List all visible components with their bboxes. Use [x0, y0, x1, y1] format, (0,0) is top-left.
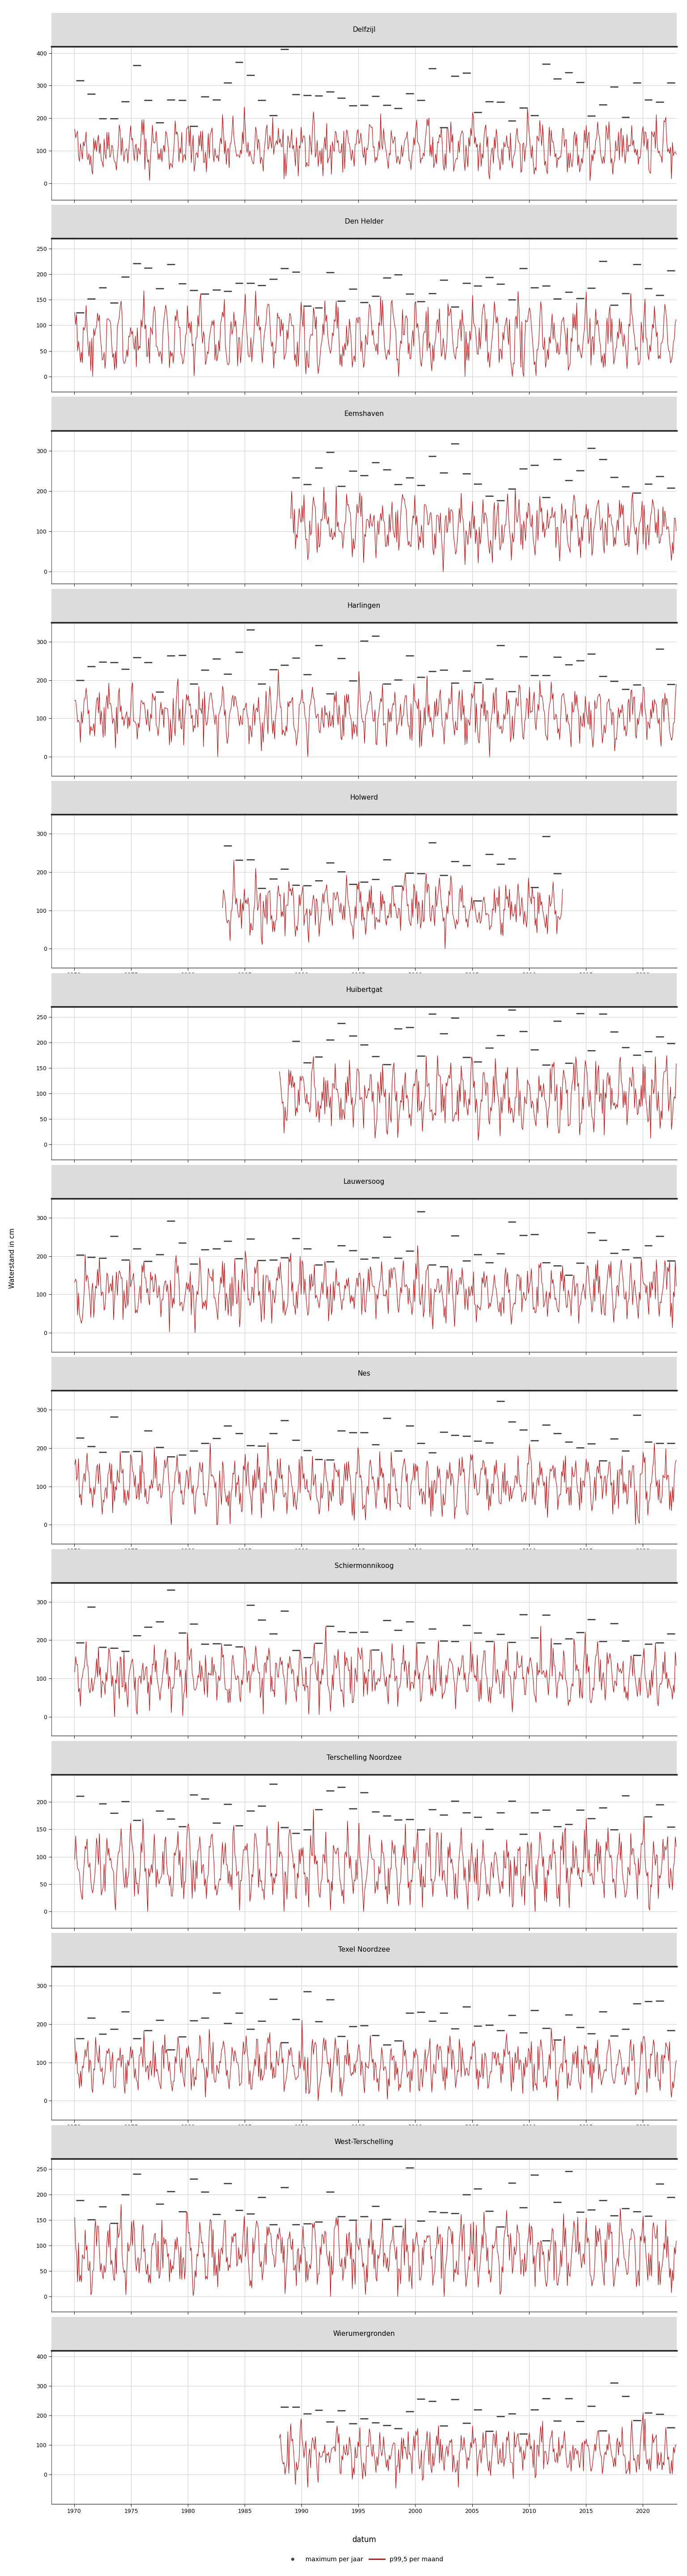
Text: Eemshaven: Eemshaven: [344, 410, 384, 417]
Text: Waterstand in cm: Waterstand in cm: [9, 1229, 16, 1288]
Text: Schiermonnikoog: Schiermonnikoog: [335, 1564, 394, 1569]
Text: Den Helder: Den Helder: [345, 219, 383, 224]
Text: Harlingen: Harlingen: [348, 603, 381, 608]
Legend: maximum per jaar, p99,5 per maand: maximum per jaar, p99,5 per maand: [282, 2553, 446, 2566]
Text: Lauwersoog: Lauwersoog: [344, 1177, 385, 1185]
Text: Huibertgat: Huibertgat: [346, 987, 383, 994]
Text: Texel Noordzee: Texel Noordzee: [338, 1947, 390, 1953]
Text: Terschelling Noordzee: Terschelling Noordzee: [326, 1754, 402, 1762]
Text: Nes: Nes: [358, 1370, 370, 1378]
Text: datum: datum: [352, 2535, 376, 2545]
Text: Holwerd: Holwerd: [350, 793, 379, 801]
Text: West-Terschelling: West-Terschelling: [335, 2138, 394, 2146]
Text: Delfzijl: Delfzijl: [352, 26, 376, 33]
Text: Wierumergronden: Wierumergronden: [333, 2331, 395, 2336]
